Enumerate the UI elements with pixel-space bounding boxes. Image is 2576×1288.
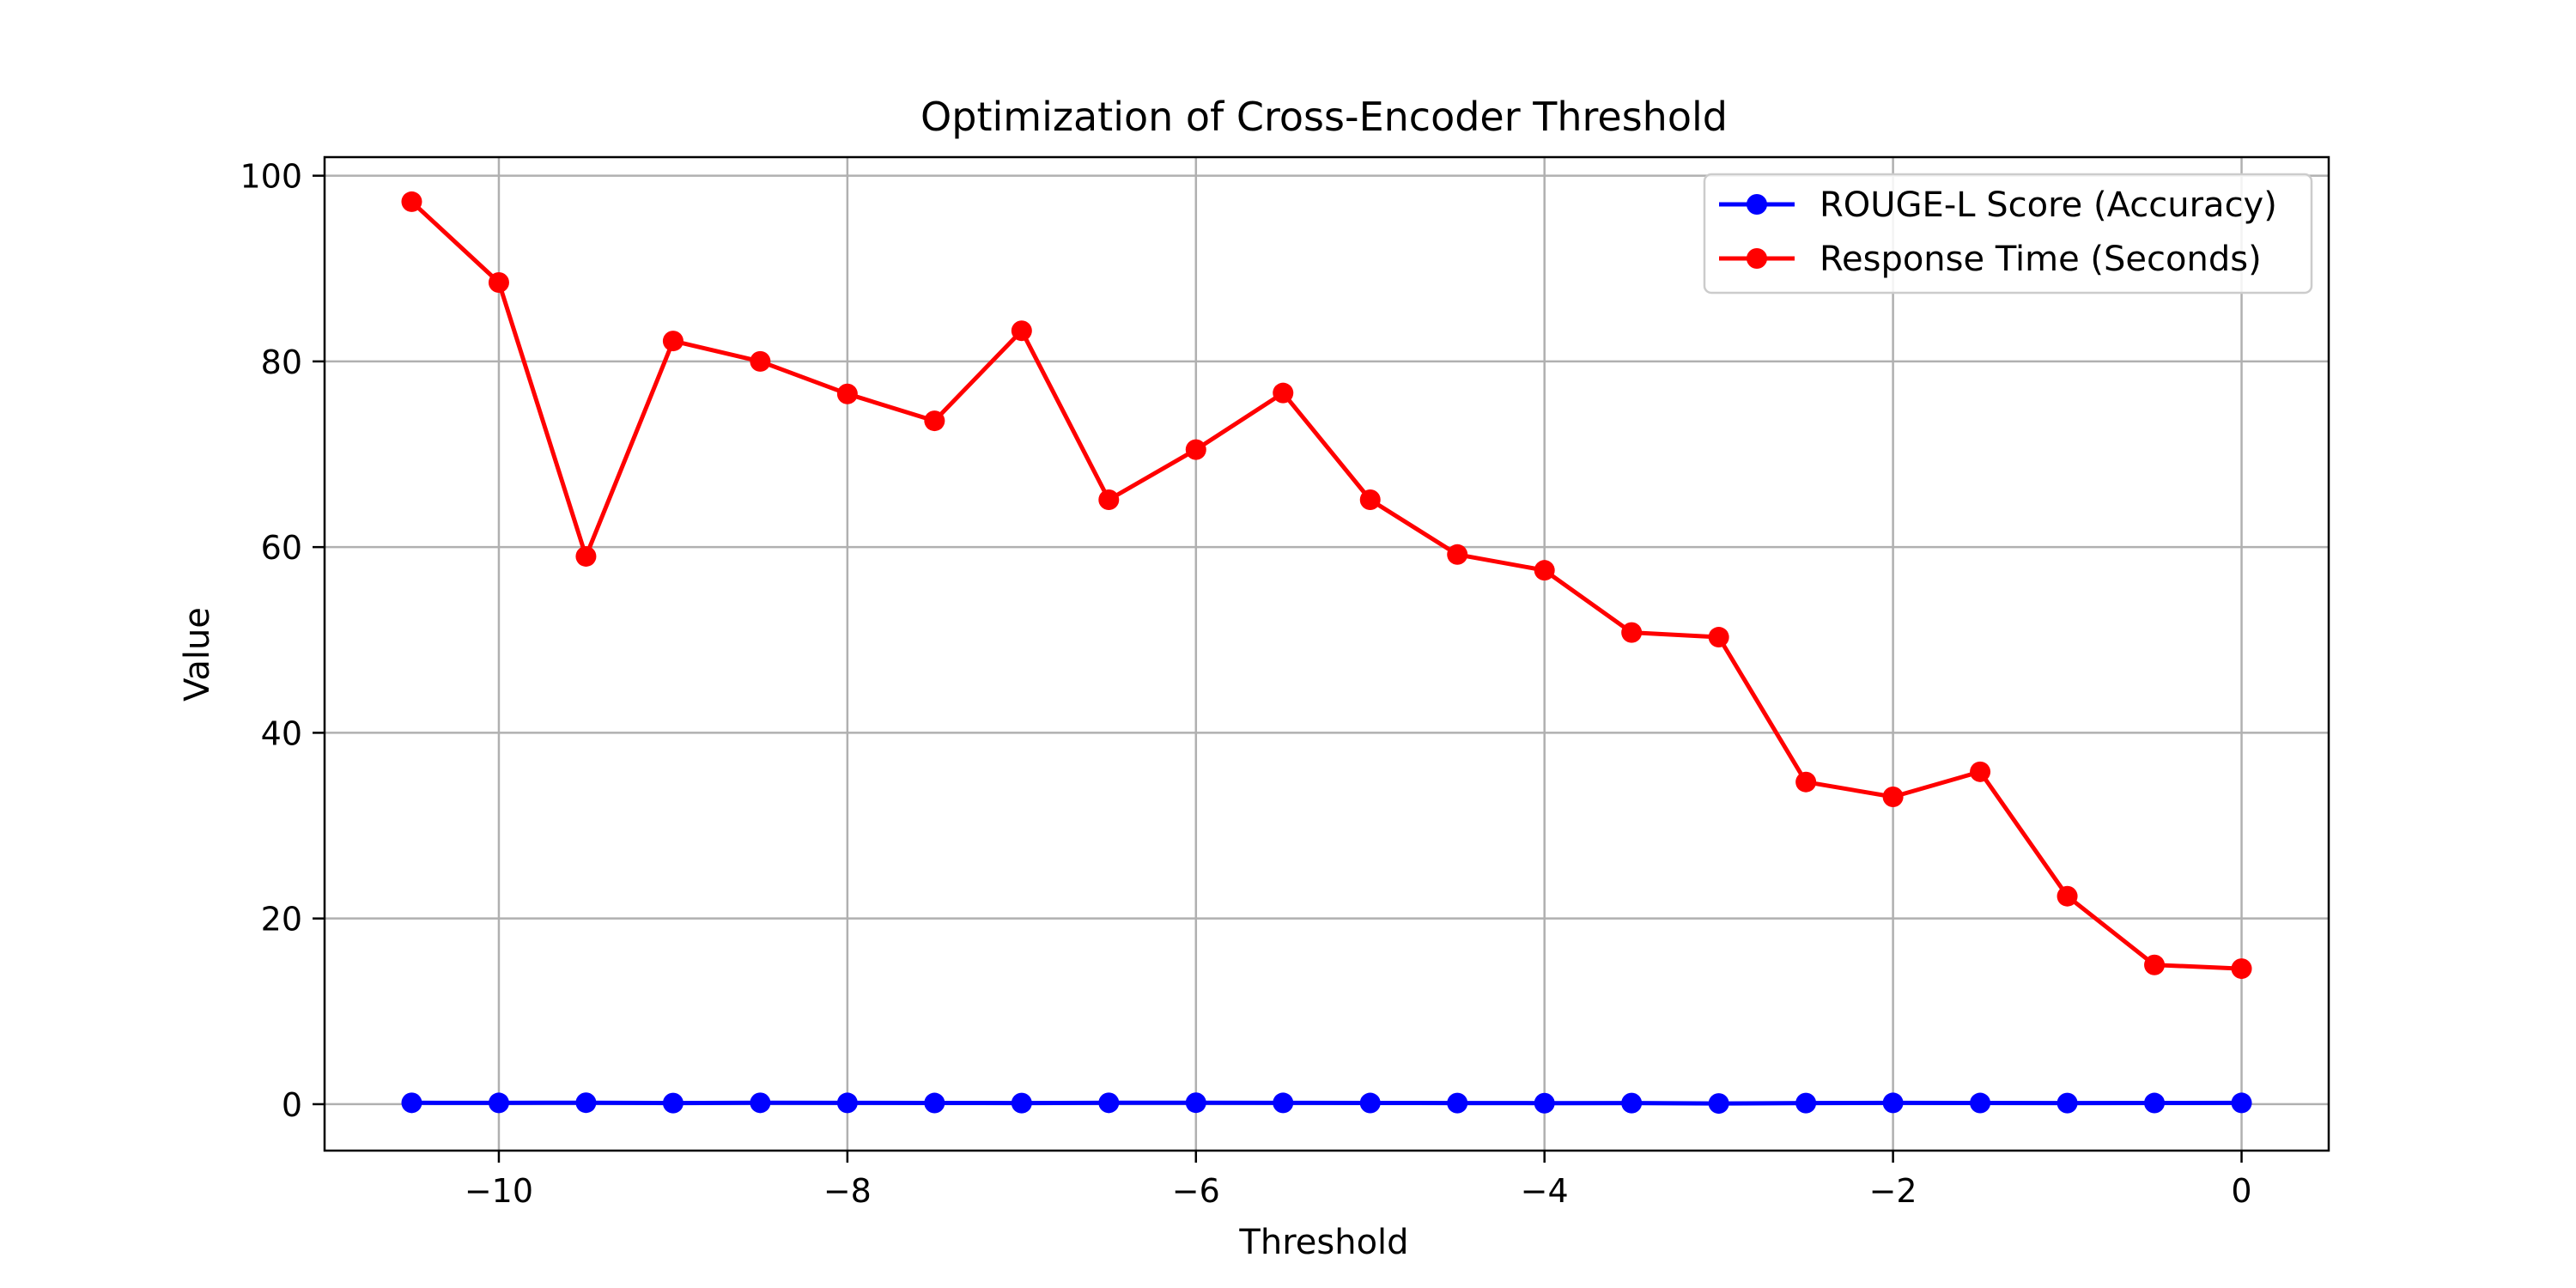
data-point <box>1185 439 1206 460</box>
data-point <box>1534 1092 1555 1114</box>
data-point <box>1447 544 1468 565</box>
data-point <box>836 1092 858 1114</box>
legend: ROUGE-L Score (Accuracy) Response Time (S… <box>1703 173 2313 295</box>
data-point <box>2057 885 2078 907</box>
data-point <box>1621 622 1643 643</box>
legend-label: ROUGE-L Score (Accuracy) <box>1820 185 2277 225</box>
data-point <box>662 331 683 352</box>
y-tick-label: 20 <box>261 901 302 939</box>
legend-label: Response Time (Seconds) <box>1820 240 2262 279</box>
series <box>401 1092 2252 1115</box>
y-tick-label: 60 <box>261 529 302 567</box>
data-point <box>1882 787 1904 808</box>
data-point <box>488 1092 509 1114</box>
data-point <box>750 1092 771 1114</box>
data-point <box>1708 1093 1729 1115</box>
data-point <box>1795 771 1817 793</box>
data-point <box>401 1092 422 1114</box>
data-point <box>1185 1092 1206 1114</box>
data-point <box>2231 958 2252 980</box>
data-point <box>662 1092 683 1114</box>
data-point <box>750 350 771 372</box>
data-point <box>1708 627 1729 648</box>
legend-item: ROUGE-L Score (Accuracy) <box>1719 185 2277 225</box>
legend-item: Response Time (Seconds) <box>1719 240 2262 279</box>
series-line <box>410 200 2242 971</box>
data-point <box>2231 1092 2252 1114</box>
data-point <box>1447 1092 1468 1114</box>
data-point <box>488 271 509 293</box>
x-tick-label: −4 <box>1521 1172 1569 1210</box>
x-axis: −10 −8 −6 −4 −2 0 <box>465 1151 2252 1210</box>
series <box>401 191 2252 980</box>
x-tick-label: −2 <box>1869 1172 1917 1210</box>
y-axis: 0 20 40 60 80 100 <box>240 158 325 1124</box>
x-tick-label: −10 <box>465 1172 533 1210</box>
legend-box <box>1703 173 2313 295</box>
data-point <box>1273 1092 1294 1114</box>
y-tick-label: 0 <box>282 1086 302 1124</box>
data-point <box>1621 1092 1643 1114</box>
data-point <box>2057 1092 2078 1114</box>
data-point <box>1098 489 1120 511</box>
data-point <box>1795 1092 1817 1114</box>
x-tick-label: −8 <box>823 1172 872 1210</box>
grid <box>325 157 2329 1151</box>
data-point <box>2144 1092 2166 1114</box>
data-point <box>1970 761 1991 782</box>
data-point <box>575 545 597 567</box>
data-point <box>2144 954 2166 975</box>
data-point <box>1882 1092 1904 1114</box>
data-point <box>575 1092 597 1114</box>
data-point <box>401 191 422 212</box>
data-point <box>924 410 945 432</box>
data-point <box>1011 320 1032 342</box>
data-point <box>1273 382 1294 404</box>
y-axis-label: Value <box>178 607 217 702</box>
x-axis-label: Threshold <box>1238 1223 1408 1262</box>
data-point <box>1359 1092 1381 1114</box>
x-tick-label: −6 <box>1172 1172 1220 1210</box>
data-point <box>1011 1092 1032 1114</box>
x-tick-label: 0 <box>2231 1172 2251 1210</box>
data-point <box>1534 560 1555 581</box>
data-point <box>1098 1092 1120 1114</box>
data-point <box>1970 1092 1991 1114</box>
chart-title: Optimization of Cross-Encoder Threshold <box>920 94 1728 140</box>
legend-swatch-marker <box>1747 248 1767 269</box>
y-tick-label: 80 <box>261 343 302 381</box>
data-point <box>1359 489 1381 511</box>
plot-frame <box>323 155 2330 1152</box>
y-tick-label: 40 <box>261 714 302 752</box>
series-layer <box>401 191 2252 1115</box>
data-point <box>836 383 858 404</box>
data-point <box>924 1092 945 1114</box>
y-tick-label: 100 <box>240 158 302 196</box>
legend-swatch-marker <box>1747 194 1767 215</box>
